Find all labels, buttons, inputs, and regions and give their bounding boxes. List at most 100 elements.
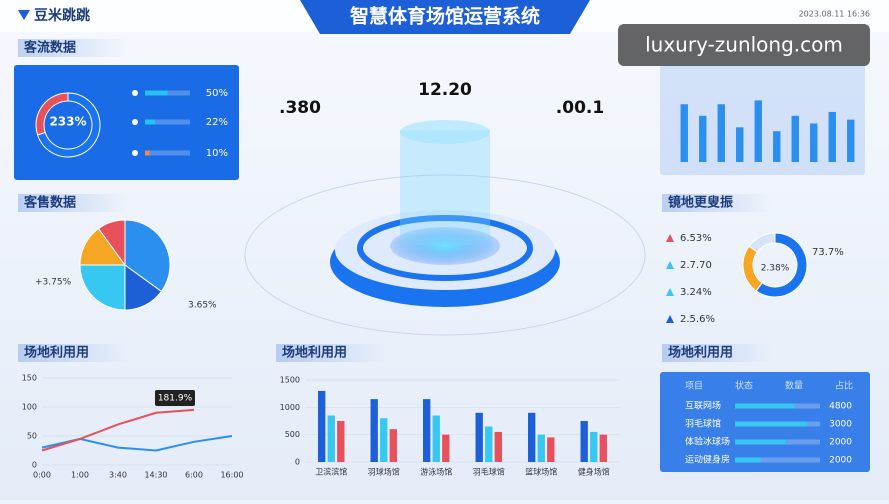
annotation: 3.65%: [188, 301, 217, 311]
triangle: [666, 315, 674, 323]
bar: [680, 104, 688, 162]
x-tick-label: 16:00: [220, 471, 243, 480]
panel-title-bar: [18, 344, 128, 362]
x-tick-label: 3:40: [109, 471, 127, 480]
bar: [717, 104, 725, 162]
table-header: 状态: [735, 380, 753, 392]
table-header: 占比: [835, 380, 853, 392]
list-item: 6.53%: [680, 233, 712, 244]
triangle: [666, 234, 674, 242]
panel-title-bar: [276, 344, 386, 362]
panel-title-bar: [662, 194, 772, 212]
bar: [580, 421, 588, 462]
progress-bar: [735, 403, 795, 409]
x-tick-label: 羽球场馆: [368, 467, 400, 477]
x-tick-label: 健身场馆: [578, 467, 610, 477]
bullet: [132, 150, 138, 156]
line: [41, 408, 195, 452]
tooltip-label: 181.9%: [158, 394, 193, 404]
bar: [442, 434, 450, 462]
pie-slice: [748, 232, 776, 253]
pie-slice: [97, 219, 126, 267]
bar: [773, 131, 781, 162]
panel-title: 场地利用用: [668, 345, 733, 361]
y-tick-label: 50: [27, 432, 37, 441]
y-tick-label: 1500: [280, 376, 300, 385]
panel-title-bar: [18, 39, 128, 57]
progress-track: [145, 150, 190, 156]
bar: [537, 434, 545, 462]
pie-slice: [124, 219, 171, 293]
stat-value: .00.1: [556, 98, 604, 118]
table-header: 数量: [785, 380, 803, 392]
x-tick-label: 游泳场馆: [420, 467, 452, 477]
y-tick-label: 500: [285, 430, 300, 439]
logo-icon: [18, 10, 30, 20]
bar: [810, 123, 818, 162]
x-tick-label: 羽毛球馆: [473, 467, 505, 477]
title-plate: [300, 0, 590, 34]
bar: [380, 418, 388, 462]
bar: [337, 421, 345, 462]
annotation: 73.7%: [812, 247, 844, 258]
value-label: 22%: [206, 117, 228, 128]
progress-bar: [145, 119, 155, 125]
panel-title: 镜地更叟振: [668, 195, 733, 211]
stat-value: .380: [279, 98, 321, 118]
progress-bar: [145, 90, 168, 96]
table-cell: 羽毛球馆: [685, 418, 721, 430]
table-header: 项目: [685, 381, 703, 392]
bar: [423, 399, 431, 462]
annotation: +3.75%: [35, 278, 72, 288]
progress-track: [735, 457, 820, 463]
center-label: 233%: [49, 115, 86, 129]
bar: [494, 431, 502, 462]
stat-value: 12.20: [418, 80, 472, 100]
y-tick-label: 150: [22, 374, 37, 383]
bar: [828, 111, 836, 162]
bar: [847, 119, 855, 162]
panel-title: 场地利用用: [282, 345, 347, 361]
table-cell: 4800: [829, 402, 852, 412]
progress-bar: [735, 421, 808, 427]
bar: [547, 437, 555, 462]
x-tick-label: 6:00: [185, 471, 203, 480]
list-item: 3.24%: [680, 287, 712, 298]
x-tick-label: 0:00: [33, 471, 51, 480]
triangle: [666, 261, 674, 269]
pie-slice: [79, 264, 126, 311]
bar: [485, 426, 493, 462]
x-tick-label: 1:00: [71, 471, 89, 480]
watermark: luxury-zunlong.com: [645, 33, 843, 57]
tooltip: [155, 390, 195, 406]
y-tick-label: 100: [22, 403, 37, 412]
x-tick-label: 14:30: [144, 471, 167, 480]
bar: [590, 431, 598, 462]
watermark-box: [618, 24, 870, 66]
bar: [736, 127, 744, 162]
progress-bar: [735, 457, 761, 463]
bar: [327, 415, 335, 462]
bar: [528, 412, 536, 462]
bar: [699, 115, 707, 162]
bar: [432, 415, 440, 462]
bar: [754, 100, 762, 162]
platform: [244, 120, 646, 336]
progress-track: [145, 119, 190, 125]
page-title: 智慧体育场馆运营系统: [350, 5, 540, 28]
y-tick-label: 0: [32, 461, 37, 470]
progress-bar: [145, 150, 150, 156]
table-cell: 2000: [829, 438, 852, 448]
table-cell: 互联网场: [685, 401, 721, 412]
panel-title-bar: [662, 344, 772, 362]
table-cell: 2000: [829, 456, 852, 466]
panel-title: 客流数据: [24, 40, 76, 56]
bar: [389, 429, 397, 462]
table-cell: 体验冰球场: [685, 436, 730, 448]
value-label: 50%: [206, 88, 228, 99]
y-tick-label: 1000: [280, 403, 300, 412]
triangle: [666, 288, 674, 296]
x-tick-label: 篮球场馆: [525, 467, 557, 477]
